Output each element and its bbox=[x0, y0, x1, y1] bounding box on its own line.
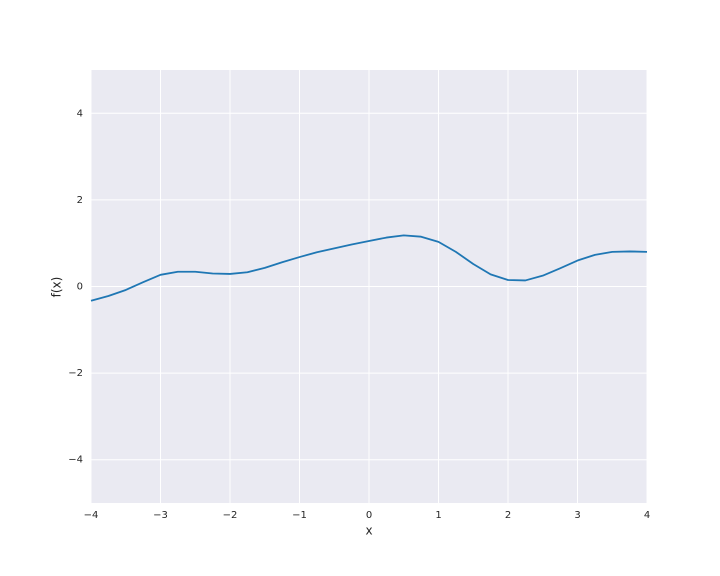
data-line bbox=[90, 234, 648, 302]
y-tick-label: −2 bbox=[68, 368, 83, 379]
x-tick-label: −2 bbox=[223, 510, 238, 521]
x-axis-label: x bbox=[365, 524, 372, 538]
y-tick-label: 2 bbox=[77, 195, 83, 206]
y-axis-label: f(x) bbox=[50, 277, 64, 298]
x-tick-label: 3 bbox=[574, 510, 580, 521]
x-tick-label: −1 bbox=[292, 510, 307, 521]
y-tick-label: −4 bbox=[68, 455, 83, 466]
x-tick-label: 0 bbox=[366, 510, 372, 521]
y-tick-label: 0 bbox=[77, 282, 83, 293]
y-tick-label: 4 bbox=[77, 108, 83, 119]
x-tick-label: 1 bbox=[435, 510, 441, 521]
x-tick-label: 2 bbox=[505, 510, 511, 521]
x-tick-label: 4 bbox=[644, 510, 650, 521]
x-tick-label: −4 bbox=[84, 510, 99, 521]
x-tick-label: −3 bbox=[153, 510, 168, 521]
